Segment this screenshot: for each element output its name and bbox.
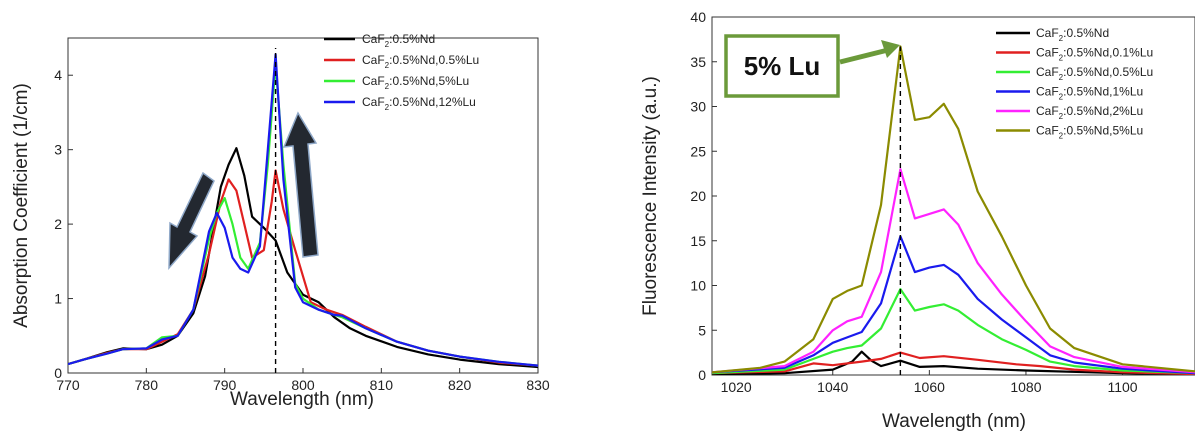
series-line-4 — [68, 53, 538, 367]
legend-label: CaF2:0.5%Nd,0.1%Lu — [1036, 46, 1153, 63]
x-tick-label: 1060 — [914, 379, 945, 395]
series-line-4 — [712, 235, 1195, 375]
y-tick-label: 1 — [54, 291, 62, 307]
chart-panel-1: 770 780 790 800 810 820 830 0 1 2 3 4 Wavelength (nm… — [11, 32, 550, 410]
y-axis-title: Absorption Coefficient (1/cm) — [11, 83, 32, 328]
series-line-1 — [712, 350, 1195, 375]
y-tick-label: 0 — [54, 365, 62, 381]
series-line-5 — [712, 168, 1195, 374]
legend-label: CaF2:0.5%Nd,1%Lu — [1036, 85, 1143, 102]
series-line-2 — [712, 351, 1195, 375]
series-line-3 — [712, 288, 1195, 375]
y-tick-label: 2 — [54, 216, 62, 232]
series-line-1 — [68, 147, 538, 369]
y-tick-label: 3 — [54, 142, 62, 158]
y-tick-label: 4 — [54, 67, 62, 83]
x-tick-label: 830 — [526, 377, 550, 393]
callout-arrow — [839, 47, 889, 65]
legend-label: CaF2:0.5%Nd,5%Lu — [362, 74, 469, 91]
x-tick-label: 1020 — [721, 379, 752, 395]
callout-arrow-head — [881, 40, 900, 58]
y-tick-label: 15 — [690, 233, 706, 249]
callout-label: 5% Lu — [744, 51, 821, 81]
x-tick-label: 800 — [291, 377, 315, 393]
x-tick-label: 1100 — [1107, 379, 1137, 395]
y-tick-label: 20 — [690, 188, 706, 204]
y-tick-label: 40 — [690, 9, 706, 25]
legend-label: CaF2:0.5%Nd,0.5%Lu — [362, 53, 479, 70]
chart-panel-2: 1020 1040 1060 1080 1100 0 5 10 15 20 25 30 35 40 Wave… — [640, 9, 1195, 432]
y-tick-label: 25 — [690, 143, 706, 159]
x-tick-label: 810 — [370, 377, 394, 393]
x-axis-title: Wavelength (nm) — [882, 411, 1026, 432]
x-tick-label: 820 — [448, 377, 472, 393]
x-tick-label: 1040 — [817, 379, 848, 395]
x-tick-label: 770 — [56, 377, 80, 393]
x-axis-title: Wavelength (nm) — [230, 389, 374, 410]
legend-label: CaF2:0.5%Nd,2%Lu — [1036, 104, 1143, 121]
y-tick-label: 0 — [698, 367, 706, 383]
callout-box — [724, 34, 840, 98]
x-tick-label: 790 — [213, 377, 237, 393]
x-tick-label: 1080 — [1010, 379, 1041, 395]
legend-label: CaF2:0.5%Nd,12%Lu — [362, 95, 476, 112]
y-tick-label: 35 — [690, 54, 706, 70]
legend-label: CaF2:0.5%Nd — [362, 32, 435, 49]
y-axis-title: Fluorescence Intensity (a.u.) — [640, 76, 661, 316]
x-tick-label: 780 — [135, 377, 159, 393]
legend-label: CaF2:0.5%Nd,0.5%Lu — [1036, 65, 1153, 82]
y-tick-label: 10 — [690, 278, 706, 294]
y-tick-label: 30 — [690, 99, 706, 115]
arrow-up-icon — [282, 111, 319, 258]
legend-label: CaF2:0.5%Nd,5%Lu — [1036, 124, 1143, 141]
y-tick-label: 5 — [698, 322, 706, 338]
legend-label: CaF2:0.5%Nd — [1036, 26, 1109, 43]
series-line-6 — [712, 45, 1195, 374]
arrow-down-icon — [168, 171, 215, 271]
